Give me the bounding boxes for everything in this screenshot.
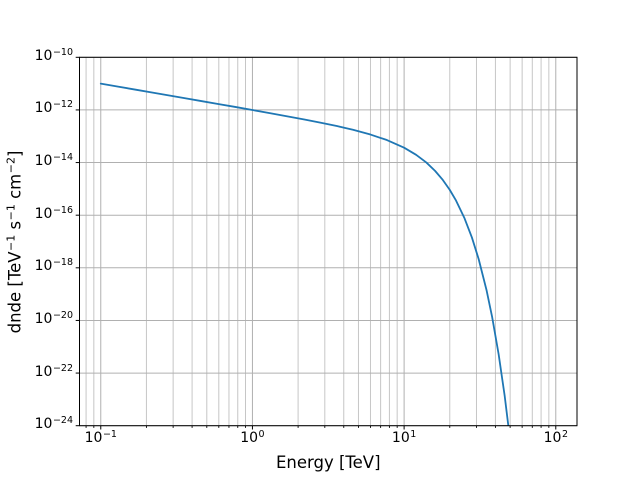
y-tick-label: 10−22: [34, 362, 73, 380]
y-axis-label: dnde [TeV−1 s−1 cm−2]: [4, 150, 25, 333]
y-tick-label: 10−16: [34, 204, 73, 222]
x-tick-label: 100: [240, 429, 265, 447]
x-axis-label: Energy [TeV]: [275, 453, 381, 472]
y-tick-label: 10−12: [34, 99, 73, 117]
minor-gridlines: [85, 57, 550, 426]
y-tick-label: 10−18: [34, 257, 73, 275]
x-tick-label: 102: [543, 429, 568, 447]
y-tick-label: 10−20: [34, 309, 73, 327]
x-tick-label: 101: [391, 429, 417, 447]
y-tick-label: 10−14: [34, 152, 73, 170]
spectrum-line: [99, 82, 510, 426]
x-tick-label: 10−1: [84, 429, 117, 447]
axis-ticks: [75, 56, 557, 430]
y-tick-label: 10−24: [34, 415, 73, 433]
major-gridlines: [79, 56, 577, 427]
axes-spines: [79, 56, 578, 427]
y-tick-label: 10−10: [34, 46, 73, 64]
